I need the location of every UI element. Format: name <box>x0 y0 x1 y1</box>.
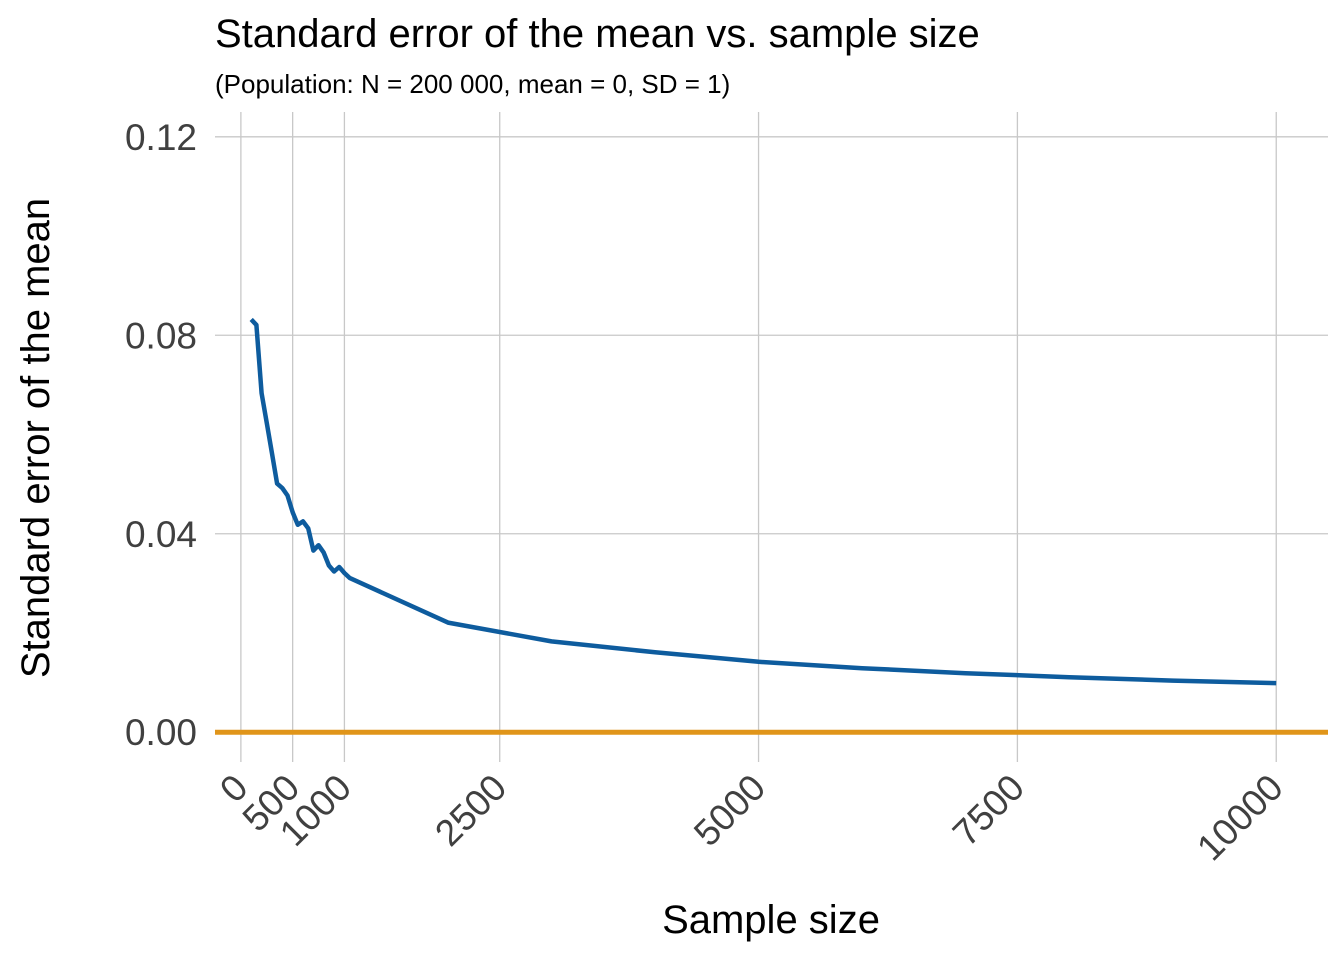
y-axis-title: Standard error of the mean <box>14 198 58 678</box>
series-line-se <box>249 317 1277 686</box>
y-tick-label: 0.08 <box>125 315 197 356</box>
x-tick-label: 7500 <box>945 767 1032 854</box>
chart-subtitle: (Population: N = 200 000, mean = 0, SD =… <box>215 69 730 99</box>
x-tick-label: 5000 <box>686 767 773 854</box>
y-tick-label: 0.12 <box>125 117 197 158</box>
grid <box>215 112 1328 762</box>
y-tick-label: 0.04 <box>125 514 197 555</box>
series-layer <box>215 317 1328 735</box>
y-tick-label: 0.00 <box>125 712 197 753</box>
chart-title: Standard error of the mean vs. sample si… <box>215 12 980 56</box>
x-axis-title: Sample size <box>662 898 880 942</box>
y-axis: 0.00 0.04 0.08 0.12 <box>125 117 197 753</box>
x-tick-label: 10000 <box>1189 767 1291 869</box>
x-tick-label: 2500 <box>427 767 514 854</box>
